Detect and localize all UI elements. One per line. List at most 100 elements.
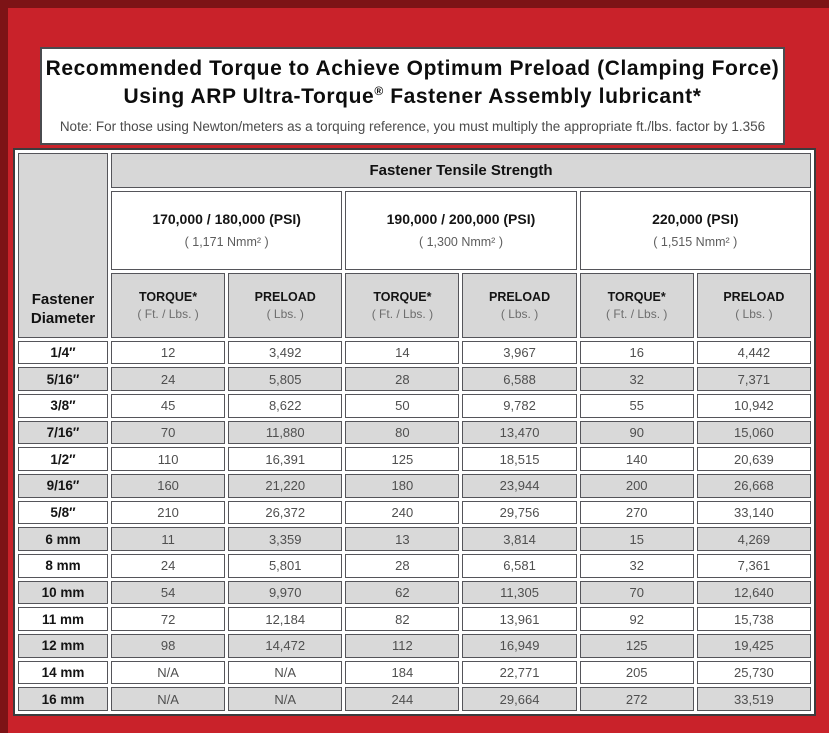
- torque-value-cell: 16: [579, 340, 694, 365]
- preload-header-3-unit: ( Lbs. ): [735, 306, 773, 321]
- torque-value-cell: 24: [111, 367, 226, 391]
- torque-value-cell: 15: [579, 527, 694, 551]
- preload-value-cell: 4,442: [696, 340, 811, 365]
- fastener-diameter-cell: 16 mm: [18, 687, 108, 711]
- torque-header-3-label: TORQUE*: [607, 289, 666, 304]
- psi-group-3: 220,000 (PSI) ( 1,515 Nmm² ): [579, 191, 811, 270]
- fastener-diameter-cell: 7/16″: [18, 420, 108, 445]
- preload-value-cell: 15,738: [696, 607, 811, 631]
- table-row: 11 mm 72 12,184 82 13,961 92 15,738: [18, 607, 811, 631]
- preload-value-cell: 16,949: [462, 633, 577, 658]
- torque-value-cell: 72: [111, 607, 226, 631]
- fastener-diameter-cell: 12 mm: [18, 633, 108, 658]
- torque-value-cell: 55: [579, 393, 694, 418]
- preload-value-cell: 9,782: [462, 393, 577, 418]
- fastener-diameter-cell: 11 mm: [18, 607, 108, 631]
- torque-value-cell: 205: [579, 660, 694, 685]
- torque-value-cell: 240: [345, 500, 460, 525]
- table-row: 12 mm 98 14,472 112 16,949 125 19,425: [18, 633, 811, 658]
- table-row: 6 mm 11 3,359 13 3,814 15 4,269: [18, 527, 811, 551]
- preload-value-cell: 12,184: [228, 607, 343, 631]
- torque-value-cell: 45: [111, 393, 226, 418]
- preload-header-1-label: PRELOAD: [254, 289, 316, 304]
- torque-header-1-unit: ( Ft. / Lbs. ): [137, 306, 199, 321]
- frame-left-edge: [0, 0, 8, 733]
- table-row: 14 mm N/A N/A 184 22,771 205 25,730: [18, 660, 811, 685]
- preload-header-3-label: PRELOAD: [723, 289, 785, 304]
- preload-value-cell: 6,588: [462, 367, 577, 391]
- sub-header-row: TORQUE* ( Ft. / Lbs. ) PRELOAD ( Lbs. ) …: [18, 272, 811, 338]
- torque-value-cell: 11: [111, 527, 226, 551]
- preload-value-cell: 3,814: [462, 527, 577, 551]
- table-row: 8 mm 24 5,801 28 6,581 32 7,361: [18, 553, 811, 578]
- preload-value-cell: 13,470: [462, 420, 577, 445]
- preload-header-3: PRELOAD ( Lbs. ): [696, 272, 811, 338]
- torque-header-2-label: TORQUE*: [373, 289, 432, 304]
- torque-header-2-unit: ( Ft. / Lbs. ): [371, 306, 434, 321]
- torque-value-cell: 32: [579, 367, 694, 391]
- torque-value-cell: 14: [345, 340, 460, 365]
- torque-value-cell: 13: [345, 527, 460, 551]
- preload-value-cell: 7,371: [696, 367, 811, 391]
- preload-value-cell: 9,970: [228, 580, 343, 605]
- preload-value-cell: 25,730: [696, 660, 811, 685]
- fastener-diameter-cell: 3/8″: [18, 393, 108, 418]
- preload-value-cell: 19,425: [696, 633, 811, 658]
- frame-top-edge: [0, 0, 829, 8]
- preload-header-1-unit: ( Lbs. ): [266, 306, 304, 321]
- fastener-diameter-cell: 1/4″: [18, 340, 108, 365]
- torque-value-cell: 244: [345, 687, 460, 711]
- torque-header-1-label: TORQUE*: [139, 289, 198, 304]
- preload-value-cell: 3,492: [228, 340, 343, 365]
- preload-value-cell: 3,359: [228, 527, 343, 551]
- fastener-diameter-cell: 5/16″: [18, 367, 108, 391]
- preload-value-cell: 29,756: [462, 500, 577, 525]
- preload-value-cell: 7,361: [696, 553, 811, 578]
- table-row: 5/16″ 24 5,805 28 6,588 32 7,371: [18, 367, 811, 391]
- fastener-diameter-cell: 5/8″: [18, 500, 108, 525]
- preload-value-cell: 15,060: [696, 420, 811, 445]
- torque-value-cell: 270: [579, 500, 694, 525]
- preload-value-cell: 13,961: [462, 607, 577, 631]
- torque-value-cell: 184: [345, 660, 460, 685]
- table-row: 10 mm 54 9,970 62 11,305 70 12,640: [18, 580, 811, 605]
- torque-table: Fastener Diameter Fastener Tensile Stren…: [13, 148, 816, 716]
- preload-header-2-unit: ( Lbs. ): [500, 306, 539, 321]
- fastener-diameter-cell: 10 mm: [18, 580, 108, 605]
- preload-value-cell: 10,942: [696, 393, 811, 418]
- page-title-line2: Using ARP Ultra-Torque® Fastener Assembl…: [42, 84, 783, 109]
- torque-value-cell: 90: [579, 420, 694, 445]
- title-panel: Recommended Torque to Achieve Optimum Pr…: [40, 47, 785, 145]
- preload-value-cell: 8,622: [228, 393, 343, 418]
- torque-value-cell: 92: [579, 607, 694, 631]
- preload-header-1: PRELOAD ( Lbs. ): [228, 272, 343, 338]
- table-row: 16 mm N/A N/A 244 29,664 272 33,519: [18, 687, 811, 711]
- fastener-diameter-cell: 8 mm: [18, 553, 108, 578]
- psi-group-1-nmm: ( 1,171 Nmm² ): [184, 235, 269, 250]
- preload-header-2: PRELOAD ( Lbs. ): [462, 272, 577, 338]
- preload-value-cell: 26,372: [228, 500, 343, 525]
- preload-value-cell: 20,639: [696, 447, 811, 471]
- torque-value-cell: 12: [111, 340, 226, 365]
- torque-value-cell: 82: [345, 607, 460, 631]
- table-head-rows: Fastener Diameter Fastener Tensile Stren…: [18, 153, 811, 338]
- preload-value-cell: N/A: [228, 660, 343, 685]
- preload-value-cell: 14,472: [228, 633, 343, 658]
- torque-value-cell: 50: [345, 393, 460, 418]
- table-row: 3/8″ 45 8,622 50 9,782 55 10,942: [18, 393, 811, 418]
- fastener-diameter-cell: 6 mm: [18, 527, 108, 551]
- torque-header-1: TORQUE* ( Ft. / Lbs. ): [111, 272, 226, 338]
- preload-value-cell: 11,305: [462, 580, 577, 605]
- fastener-diameter-header-line2: Diameter: [30, 310, 96, 328]
- preload-value-cell: 6,581: [462, 553, 577, 578]
- torque-value-cell: 272: [579, 687, 694, 711]
- torque-value-cell: 160: [111, 473, 226, 498]
- preload-value-cell: 23,944: [462, 473, 577, 498]
- preload-value-cell: 12,640: [696, 580, 811, 605]
- psi-group-2: 190,000 / 200,000 (PSI) ( 1,300 Nmm² ): [345, 191, 577, 270]
- preload-value-cell: 33,140: [696, 500, 811, 525]
- torque-value-cell: 80: [345, 420, 460, 445]
- torque-value-cell: 140: [579, 447, 694, 471]
- torque-header-2: TORQUE* ( Ft. / Lbs. ): [345, 272, 460, 338]
- table-row: 1/2″ 110 16,391 125 18,515 140 20,639: [18, 447, 811, 471]
